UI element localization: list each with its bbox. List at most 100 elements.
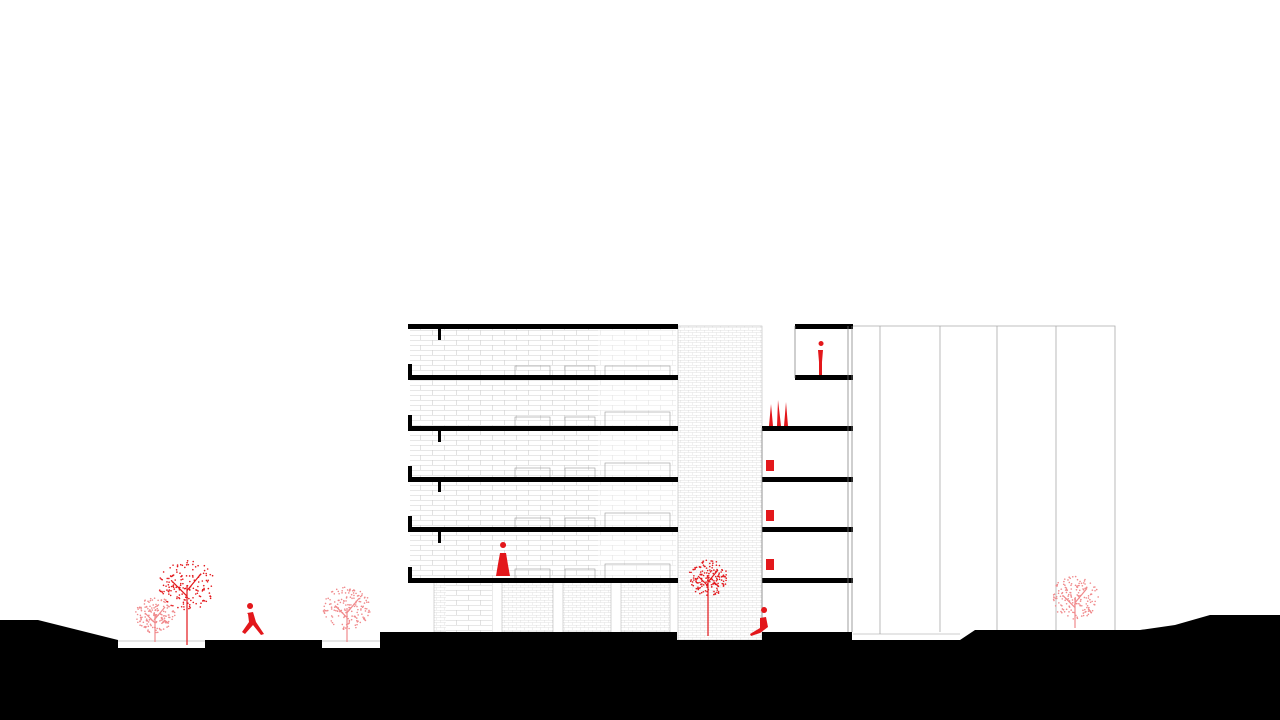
leaf-dot: [360, 594, 363, 597]
leaf-dot: [182, 601, 185, 604]
leaf-dot: [700, 591, 703, 594]
leaf-dot: [1084, 583, 1086, 585]
leaf-dot: [344, 627, 347, 629]
leaf-dot: [200, 602, 202, 605]
leaf-dot: [710, 577, 713, 580]
leaf-dot: [202, 584, 205, 587]
leaf-dot: [178, 588, 181, 591]
leaf-dot: [172, 574, 175, 576]
leaf-dot: [702, 564, 705, 566]
leaf-dot: [1070, 596, 1073, 598]
leaf-dot: [173, 611, 176, 614]
leaf-dot: [1053, 599, 1055, 602]
leaf-dot: [708, 572, 710, 575]
leaf-dot: [1053, 596, 1055, 599]
leaf-dot: [138, 607, 141, 609]
leaf-dot: [358, 597, 361, 600]
leaf-dot: [156, 631, 159, 634]
leaf-dot: [166, 577, 169, 580]
leaf-dot: [146, 630, 149, 632]
leaf-dot: [147, 625, 150, 628]
leaf-dot: [366, 596, 369, 599]
leaf-dot: [340, 609, 343, 612]
leaf-dot: [361, 593, 363, 595]
leaf-dot: [153, 613, 155, 616]
leaf-dot: [706, 574, 709, 577]
leaf-dot: [192, 560, 195, 563]
leaf-dot: [330, 606, 333, 608]
leaf-dot: [181, 564, 184, 567]
leaf-dot: [154, 605, 157, 608]
leaf-dot: [360, 605, 363, 608]
leaf-dot: [716, 568, 718, 571]
leaf-dot: [347, 617, 349, 620]
leaf-dot: [1065, 602, 1068, 605]
leaf-dot: [335, 609, 337, 612]
leaf-dot: [157, 614, 159, 617]
leaf-dot: [337, 607, 340, 609]
leaf-dot: [336, 603, 339, 606]
leaf-dot: [1054, 597, 1057, 600]
leaf-dot: [137, 608, 139, 610]
leaf-dot: [203, 569, 206, 572]
leaf-dot: [718, 572, 720, 575]
leaf-dot: [1061, 604, 1063, 607]
leaf-dot: [716, 591, 718, 594]
leaf-dot: [1094, 589, 1096, 592]
leaf-dot: [333, 606, 336, 608]
leaf-dot: [702, 590, 705, 593]
leaf-dot: [202, 599, 204, 602]
leaf-dot: [337, 615, 340, 617]
leaf-dot: [359, 621, 362, 624]
leaf-dot: [362, 616, 364, 618]
leaf-dot: [706, 569, 709, 572]
leaf-dot: [710, 569, 713, 572]
leaf-dot: [178, 596, 180, 599]
leaf-dot: [140, 624, 143, 627]
leaf-dot: [344, 592, 347, 594]
leaf-dot: [168, 589, 171, 591]
leaf-dot: [179, 572, 181, 575]
leaf-dot: [341, 611, 344, 614]
leaf-dot: [713, 579, 715, 582]
leaf-dot: [349, 606, 351, 609]
leaf-dot: [694, 577, 697, 580]
leaf-dot: [1070, 609, 1073, 611]
leaf-dot: [354, 624, 357, 627]
leaf-dot: [183, 608, 185, 611]
leaf-dot: [689, 580, 692, 583]
leaf-dot: [347, 592, 350, 594]
leaf-dot: [205, 579, 208, 582]
leaf-dot: [701, 570, 704, 572]
leaf-dot: [353, 597, 355, 599]
leaf-dot: [148, 601, 150, 604]
leaf-dot: [330, 615, 333, 617]
leaf-dot: [725, 579, 727, 582]
leaf-dot: [147, 607, 149, 610]
leaf-dot: [148, 614, 150, 617]
leaf-dot: [181, 578, 184, 580]
leaf-dot: [1064, 599, 1066, 602]
leaf-dot: [1066, 589, 1069, 592]
leaf-dot: [339, 610, 341, 613]
leaf-dot: [183, 606, 185, 608]
leaf-dot: [163, 598, 166, 601]
leaf-dot: [714, 575, 717, 578]
leaf-dot: [1067, 598, 1069, 600]
leaf-dot: [345, 597, 348, 599]
leaf-dot: [350, 610, 353, 613]
leaf-dot: [167, 625, 170, 628]
leaf-dot: [1095, 588, 1098, 591]
leaf-dot: [1075, 602, 1077, 605]
leaf-dot: [1080, 605, 1083, 607]
leaf-dot: [725, 577, 728, 579]
leaf-dot: [147, 621, 150, 623]
leaf-dot: [171, 581, 174, 583]
leaf-dot: [149, 599, 152, 602]
leaf-dot: [140, 618, 142, 621]
leaf-dot: [688, 571, 691, 574]
ground: [0, 615, 1280, 720]
leaf-dot: [170, 589, 172, 592]
leaf-dot: [163, 600, 165, 603]
leaf-dot: [161, 618, 164, 621]
